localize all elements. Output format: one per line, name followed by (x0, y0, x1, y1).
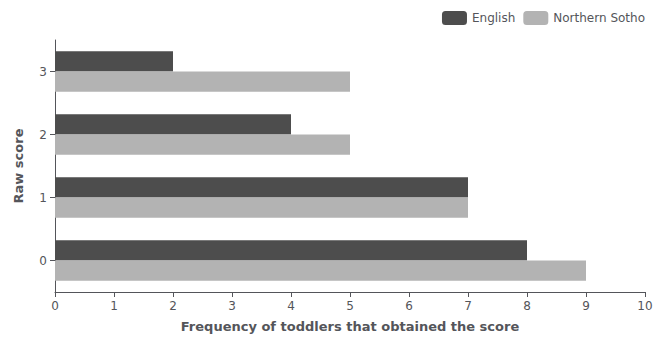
svg-text:3: 3 (228, 299, 236, 313)
svg-text:7: 7 (464, 299, 472, 313)
svg-text:5: 5 (346, 299, 354, 313)
svg-text:6: 6 (405, 299, 413, 313)
svg-text:Raw score: Raw score (11, 128, 26, 203)
svg-text:English: English (472, 11, 515, 25)
svg-text:1: 1 (110, 299, 118, 313)
svg-text:2: 2 (39, 128, 47, 142)
svg-text:1: 1 (39, 191, 47, 205)
svg-text:8: 8 (523, 299, 531, 313)
svg-text:9: 9 (582, 299, 590, 313)
svg-text:10: 10 (637, 299, 652, 313)
svg-text:0: 0 (51, 299, 59, 313)
svg-text:2: 2 (169, 299, 177, 313)
svg-text:0: 0 (39, 254, 47, 268)
svg-text:3: 3 (39, 65, 47, 79)
svg-text:Frequency of toddlers that obt: Frequency of toddlers that obtained the … (181, 319, 520, 334)
svg-text:Northern Sotho: Northern Sotho (553, 11, 645, 25)
svg-text:4: 4 (287, 299, 295, 313)
